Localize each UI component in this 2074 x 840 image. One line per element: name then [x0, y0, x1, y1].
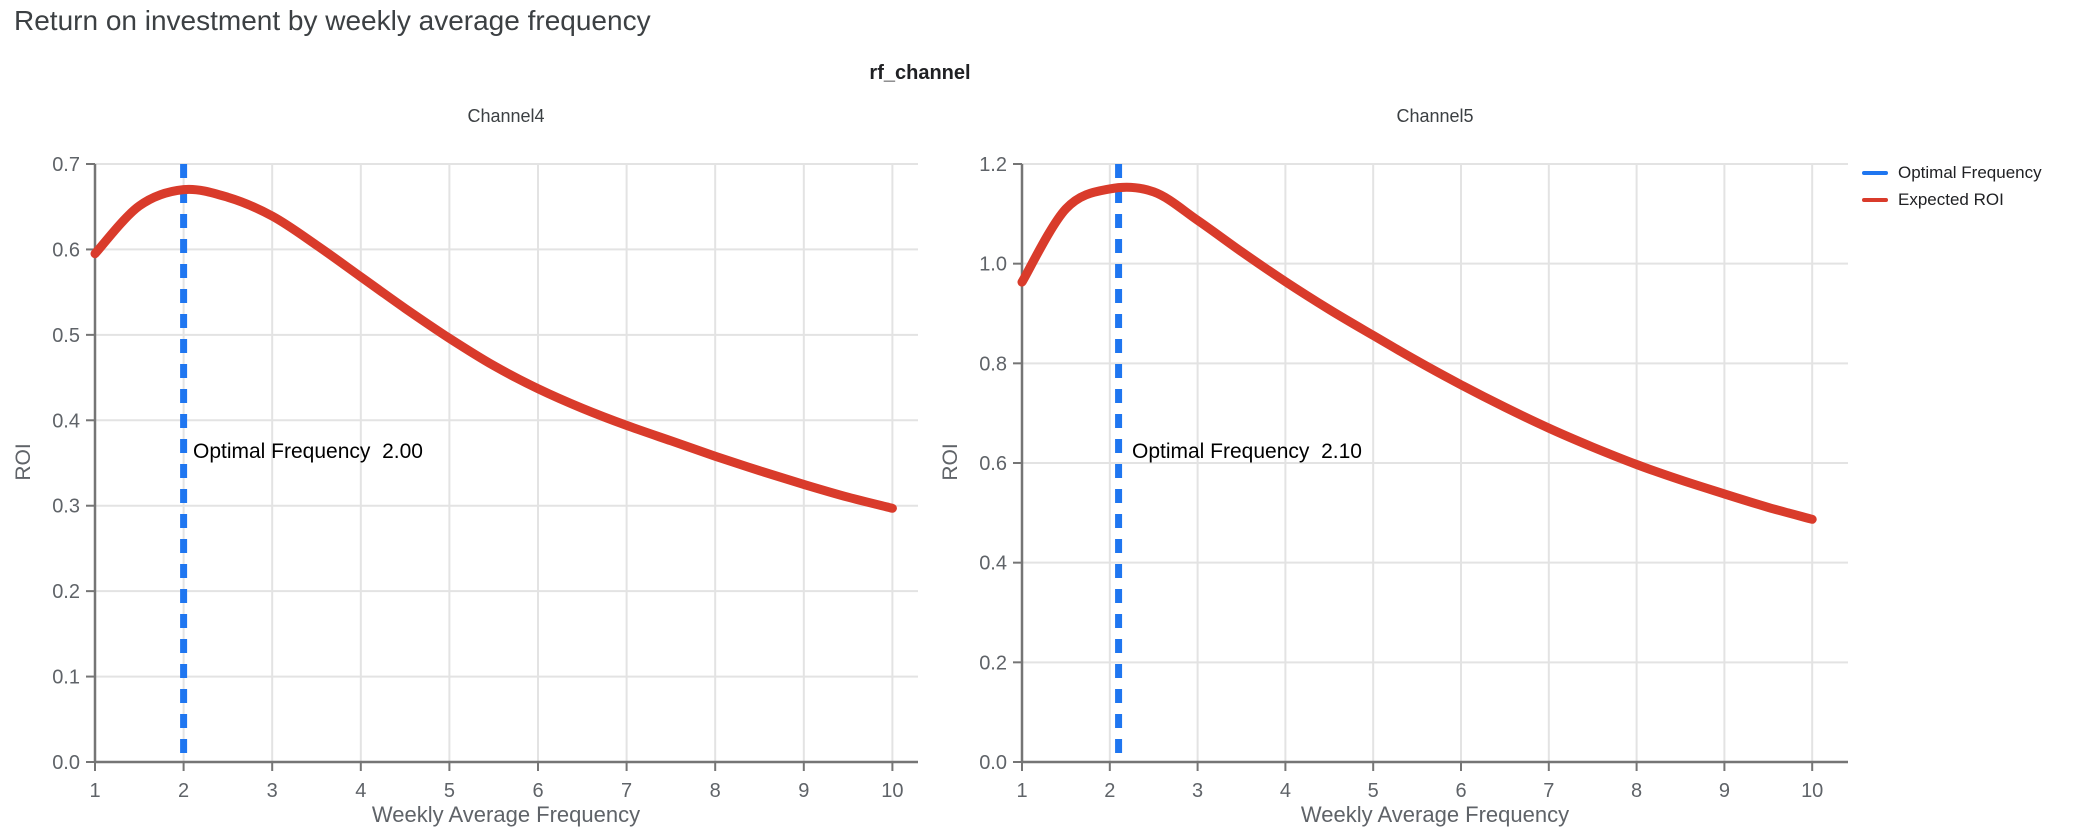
- x-tick-label: 9: [798, 780, 809, 802]
- x-tick-label: 5: [444, 780, 455, 802]
- x-tick-label: 8: [1631, 780, 1642, 802]
- x-axis-label-channel5: Weekly Average Frequency: [1300, 802, 1570, 827]
- x-tick-label: 7: [621, 780, 632, 802]
- expected-roi-curve: [90, 184, 897, 513]
- x-tick-label: 3: [1192, 780, 1203, 802]
- y-tick-label: 0.6: [52, 239, 80, 261]
- optimal-frequency-line-icon: [1862, 170, 1888, 175]
- y-tick-label: 0.3: [52, 496, 80, 518]
- legend-label: Expected ROI: [1898, 189, 2004, 209]
- optimal-frequency-annotation-channel4: Optimal Frequency 2.00: [193, 440, 423, 463]
- x-tick-label: 5: [1368, 780, 1379, 802]
- x-tick-label: 6: [532, 780, 543, 802]
- y-tick-label: 0.4: [979, 553, 1007, 575]
- legend-item-expected-roi: Expected ROI: [1862, 186, 2042, 213]
- expected-roi-line-icon: [1862, 197, 1888, 202]
- x-tick-label: 2: [178, 780, 189, 802]
- y-tick-label: 0.2: [979, 652, 1007, 674]
- y-tick-label: 0.5: [52, 325, 80, 347]
- x-tick-label: 1: [1016, 780, 1027, 802]
- x-tick-label: 4: [1280, 780, 1291, 802]
- y-tick-label: 0.0: [52, 752, 80, 774]
- y-axis-label-channel5: ROI: [939, 443, 962, 481]
- x-tick-label: 10: [1801, 780, 1823, 802]
- y-tick-label: 0.2: [52, 581, 80, 603]
- x-tick-label: 3: [267, 780, 278, 802]
- y-tick-label: 0.0: [979, 752, 1007, 774]
- x-tick-label: 7: [1543, 780, 1554, 802]
- y-tick-label: 0.8: [979, 353, 1007, 375]
- y-tick-label: 0.6: [979, 453, 1007, 475]
- legend: Optimal Frequency Expected ROI: [1862, 159, 2042, 213]
- expected-roi-curve: [1017, 182, 1817, 524]
- optimal-frequency-annotation-channel5: Optimal Frequency 2.10: [1132, 440, 1362, 463]
- facet-title: rf_channel: [869, 62, 971, 84]
- y-tick-label: 1.0: [979, 254, 1007, 276]
- y-tick-label: 0.7: [52, 154, 80, 176]
- y-axis-label-channel4: ROI: [12, 443, 35, 481]
- chart-title-channel4: Channel4: [467, 106, 545, 126]
- x-tick-label: 6: [1455, 780, 1466, 802]
- chart-title-channel5: Channel5: [1396, 106, 1474, 126]
- x-tick-label: 1: [89, 780, 100, 802]
- x-tick-label: 9: [1719, 780, 1730, 802]
- x-axis-label-channel4: Weekly Average Frequency: [371, 802, 641, 827]
- legend-item-optimal-frequency: Optimal Frequency: [1862, 159, 2042, 186]
- y-tick-label: 0.1: [52, 667, 80, 689]
- y-tick-label: 0.4: [52, 410, 80, 432]
- x-tick-label: 4: [355, 780, 366, 802]
- x-tick-label: 2: [1104, 780, 1115, 802]
- legend-label: Optimal Frequency: [1898, 162, 2042, 182]
- x-tick-label: 8: [710, 780, 721, 802]
- x-tick-label: 10: [881, 780, 903, 802]
- page-title: Return on investment by weekly average f…: [14, 5, 651, 36]
- y-tick-label: 1.2: [979, 154, 1007, 176]
